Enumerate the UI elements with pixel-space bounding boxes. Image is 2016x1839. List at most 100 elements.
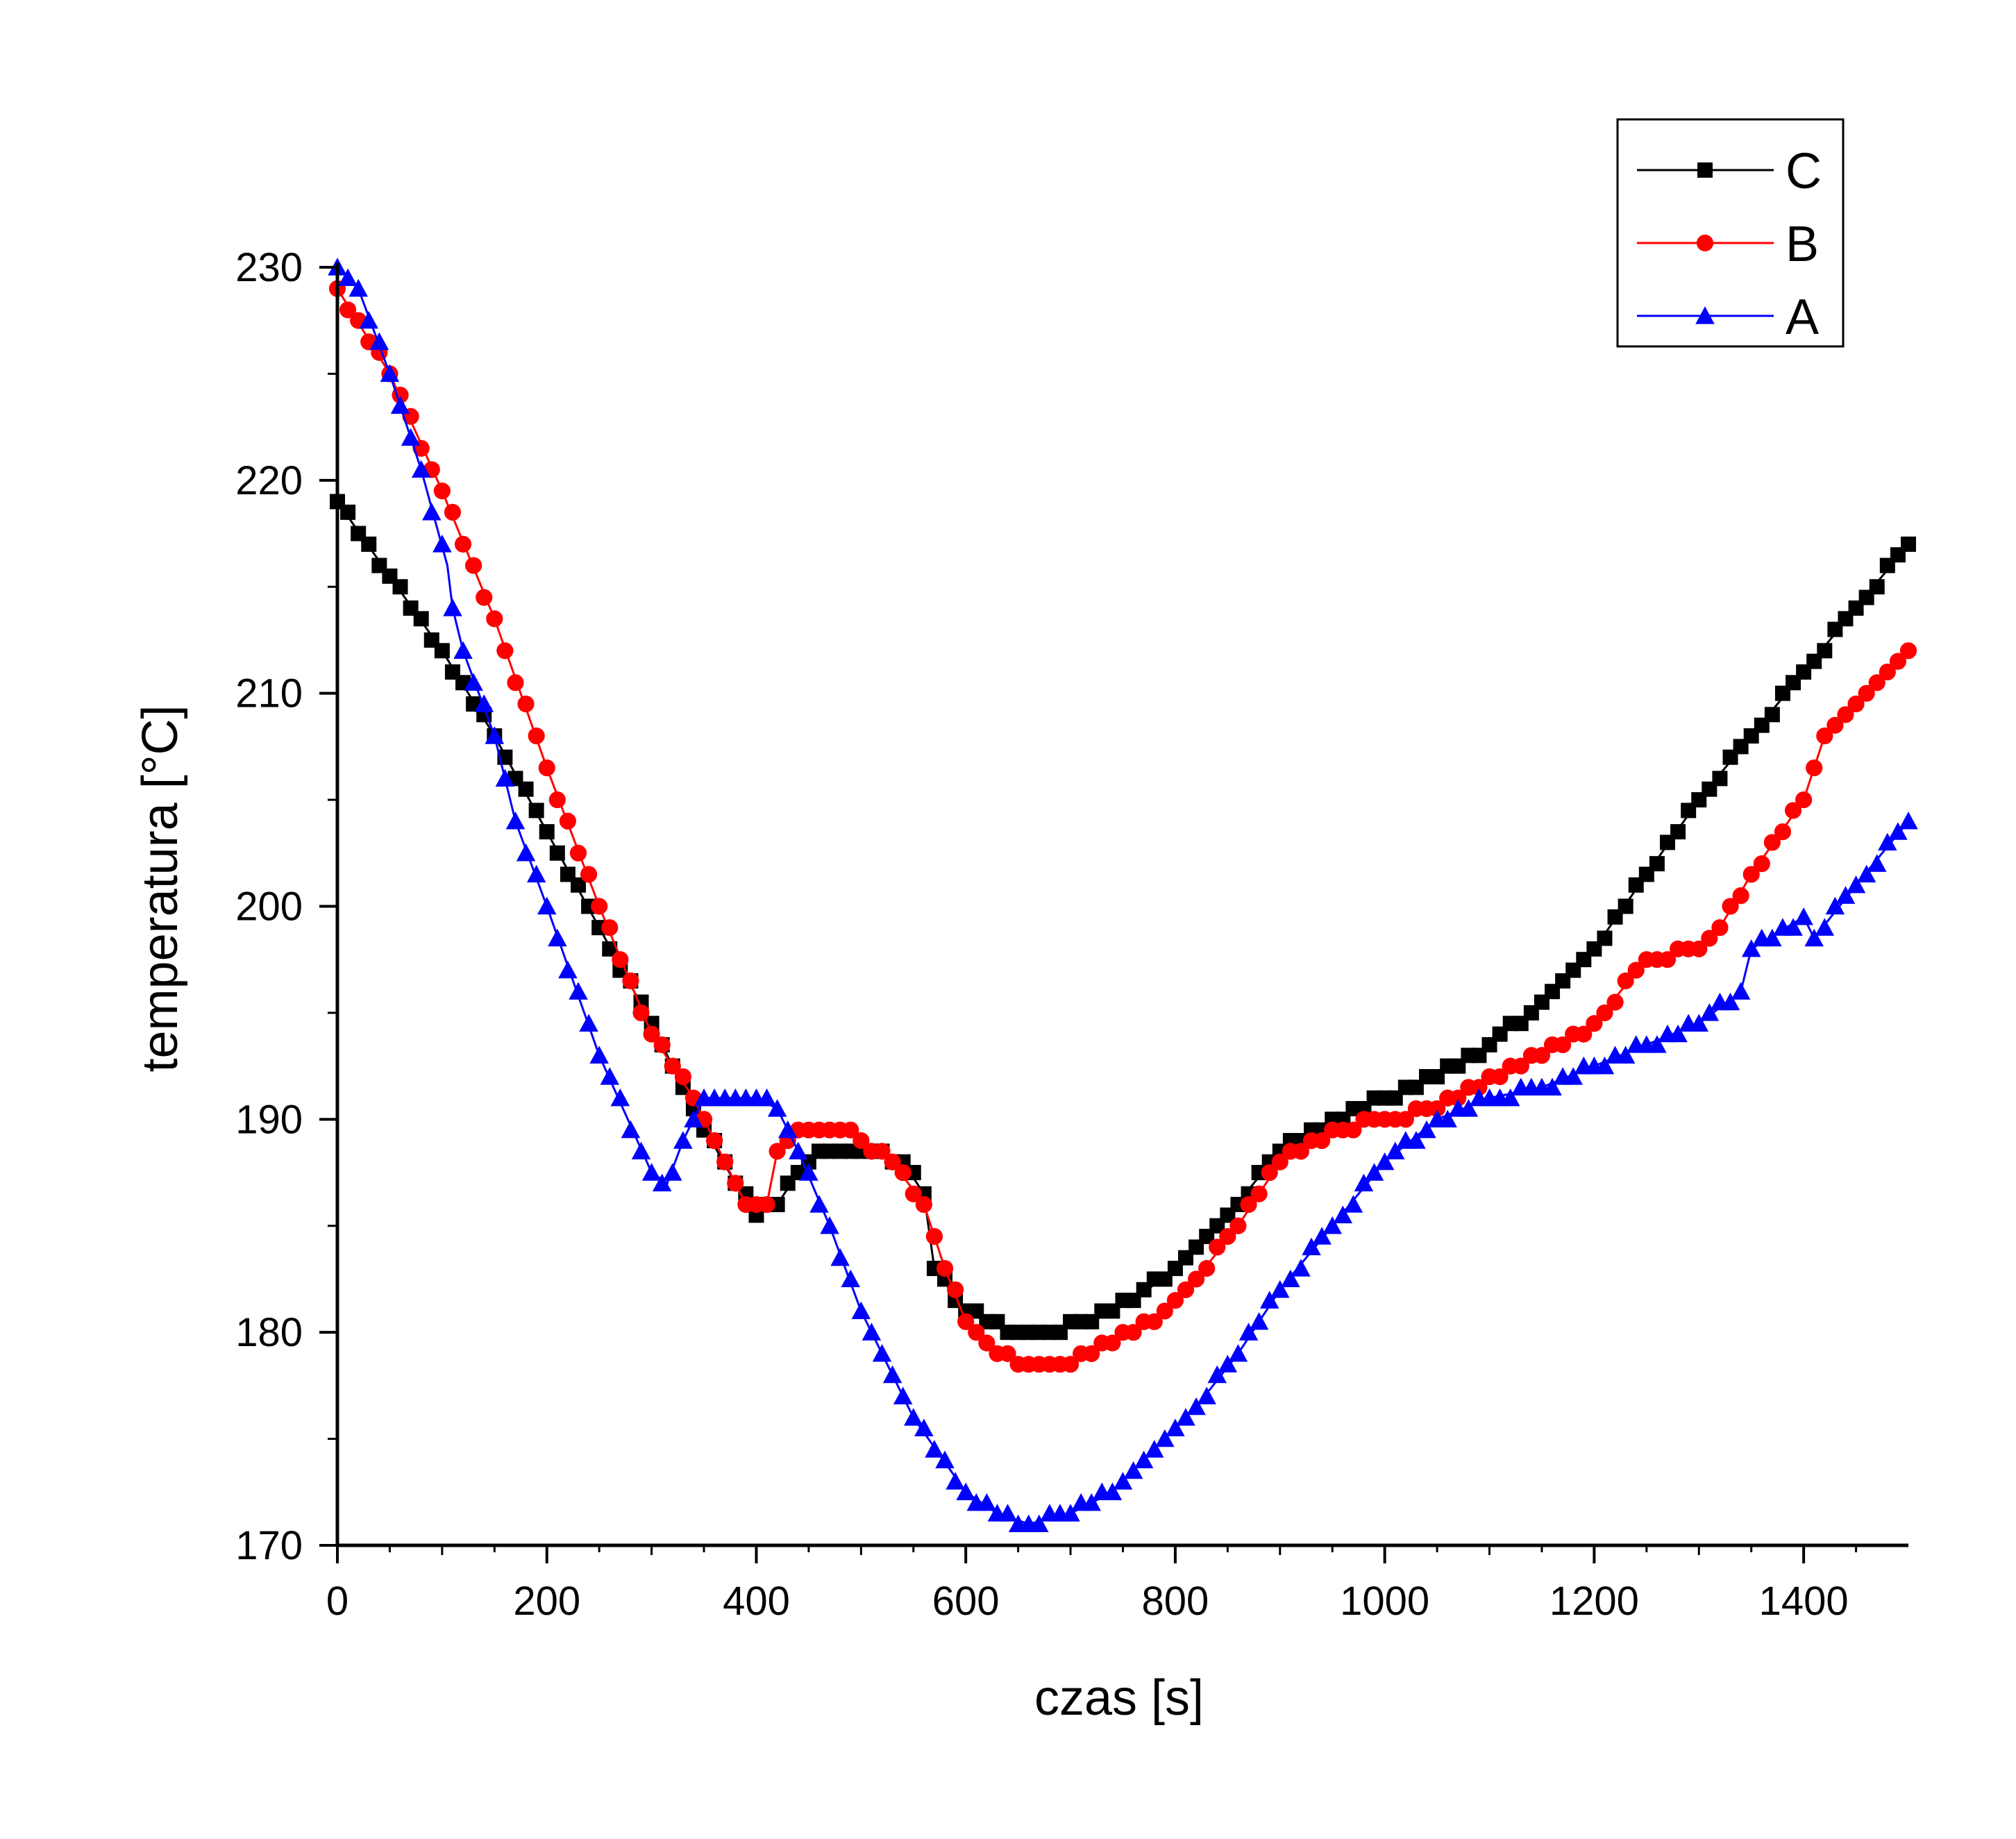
data-point <box>1868 674 1885 691</box>
data-point <box>1261 1164 1278 1182</box>
data-point <box>601 919 619 937</box>
y-tick-label: 170 <box>235 1523 303 1568</box>
data-point <box>1597 930 1613 946</box>
data-point <box>663 1163 682 1181</box>
data-point <box>925 1227 943 1245</box>
data-point <box>1689 1014 1709 1032</box>
legend-box <box>1616 118 1845 348</box>
data-point <box>631 1141 651 1160</box>
data-point <box>758 1195 775 1214</box>
data-point <box>517 695 535 713</box>
data-point <box>1459 1099 1479 1117</box>
data-point <box>1406 1131 1426 1149</box>
data-point <box>757 1088 777 1107</box>
data-point <box>505 812 526 830</box>
data-point <box>914 1418 934 1436</box>
data-point <box>1784 802 1802 819</box>
data-point <box>1259 1291 1279 1309</box>
data-point <box>1345 1121 1362 1139</box>
data-point <box>569 982 588 1000</box>
data-point <box>664 1057 681 1075</box>
data-point <box>1806 759 1823 777</box>
data-point <box>538 759 555 777</box>
data-point <box>549 845 565 861</box>
data-point <box>641 1163 662 1181</box>
data-point <box>548 791 566 809</box>
data-point <box>1711 919 1729 937</box>
data-point <box>1846 875 1866 893</box>
data-point <box>465 557 482 574</box>
data-point <box>653 1036 671 1054</box>
data-point <box>454 535 472 553</box>
data-point <box>1618 898 1633 914</box>
data-point <box>485 726 505 744</box>
data-point <box>1155 1429 1175 1447</box>
data-point <box>1742 866 1760 883</box>
data-point <box>947 1281 964 1298</box>
data-point <box>999 1345 1016 1362</box>
y-axis-title: temperatura [°C] <box>133 705 188 1073</box>
data-point <box>1774 823 1792 841</box>
data-point <box>474 694 494 712</box>
data-point <box>1271 1153 1288 1170</box>
data-point <box>1354 1173 1374 1192</box>
data-point <box>1198 1260 1216 1277</box>
data-point <box>1061 1356 1080 1373</box>
data-point <box>1270 1280 1290 1298</box>
data-point <box>1156 1302 1173 1320</box>
data-point <box>1856 864 1876 883</box>
data-point <box>1888 822 1908 840</box>
data-point <box>727 1175 744 1192</box>
data-point <box>1470 1079 1488 1096</box>
data-point <box>852 1132 870 1150</box>
data-point <box>422 503 442 521</box>
data-point <box>612 951 629 968</box>
data-point <box>673 1131 693 1149</box>
data-point <box>998 1504 1018 1522</box>
data-point <box>1826 716 1844 734</box>
series-line <box>336 501 1910 1334</box>
data-point <box>1125 1324 1142 1341</box>
data-point <box>1753 855 1770 873</box>
data-point <box>464 673 483 691</box>
data-point <box>1741 939 1761 957</box>
data-point <box>1731 982 1751 1000</box>
data-point <box>338 268 358 287</box>
data-point <box>915 1195 932 1214</box>
x-tick-label: 0 <box>326 1579 348 1624</box>
data-point <box>1627 962 1645 979</box>
data-point <box>894 1164 912 1182</box>
data-point <box>1228 1344 1248 1362</box>
data-point <box>1670 824 1686 840</box>
data-point <box>1533 1047 1551 1064</box>
data-point <box>570 877 586 893</box>
data-point <box>925 1440 944 1458</box>
data-point <box>1229 1217 1247 1234</box>
data-point <box>1429 1100 1446 1118</box>
data-point <box>1649 856 1665 872</box>
data-point <box>1238 1322 1259 1341</box>
data-point <box>1783 918 1803 936</box>
data-point <box>799 1163 818 1181</box>
data-point <box>1847 695 1865 713</box>
data-point <box>1763 928 1782 947</box>
data-point <box>1386 1141 1405 1160</box>
data-point <box>1249 1312 1269 1330</box>
data-point <box>1333 1205 1353 1224</box>
data-point <box>1030 1514 1049 1533</box>
data-point <box>1186 1397 1206 1416</box>
data-point <box>1720 992 1740 1011</box>
data-point <box>444 503 462 521</box>
data-point <box>1836 886 1856 904</box>
data-point <box>579 1014 598 1032</box>
data-point <box>1417 1120 1436 1139</box>
data-point <box>1804 928 1824 947</box>
data-point <box>1815 918 1835 936</box>
data-point <box>1596 1004 1613 1022</box>
data-point <box>978 1334 996 1352</box>
data-point <box>1575 1025 1593 1043</box>
series-a <box>328 258 1918 1533</box>
data-point <box>486 610 503 628</box>
data-point <box>1825 896 1845 915</box>
data-point <box>1343 1195 1363 1213</box>
